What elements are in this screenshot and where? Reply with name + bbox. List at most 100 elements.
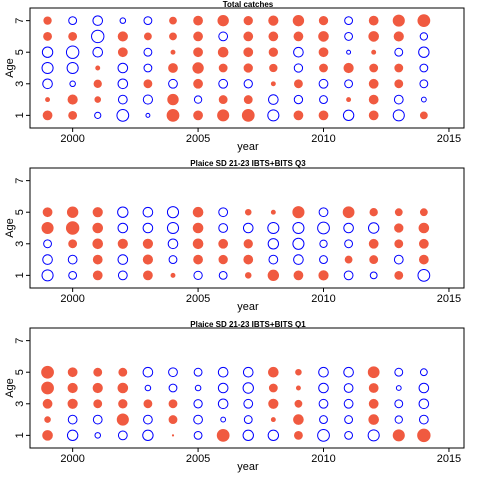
negative-residual-bubble	[166, 206, 180, 219]
negative-residual-bubble	[142, 94, 154, 105]
positive-residual-bubble	[294, 399, 303, 408]
negative-residual-bubble	[193, 430, 203, 440]
positive-residual-bubble	[318, 270, 329, 281]
positive-residual-bubble	[394, 239, 404, 249]
positive-residual-bubble	[419, 208, 428, 217]
positive-residual-bubble	[368, 78, 379, 89]
negative-residual-bubble	[116, 108, 130, 122]
panel-title: Plaice SD 21-23 IBTS+BITS Q1	[190, 320, 306, 329]
positive-residual-bubble	[295, 368, 302, 376]
positive-residual-bubble	[193, 47, 203, 58]
positive-residual-bubble	[392, 429, 405, 442]
negative-residual-bubble	[293, 63, 304, 73]
negative-residual-bubble	[344, 430, 354, 440]
negative-residual-bubble	[419, 63, 429, 73]
positive-residual-bubble	[92, 207, 103, 218]
positive-residual-bubble	[270, 417, 276, 423]
positive-residual-bubble	[368, 383, 379, 393]
positive-residual-bubble	[92, 254, 103, 265]
positive-residual-bubble	[293, 31, 304, 42]
negative-residual-bubble	[319, 95, 328, 104]
negative-residual-bubble	[193, 399, 203, 409]
y-tick-label: 5	[14, 49, 26, 55]
negative-residual-bubble	[419, 368, 428, 377]
positive-residual-bubble	[192, 222, 204, 234]
positive-residual-bubble	[66, 206, 79, 218]
positive-residual-bubble	[95, 65, 101, 71]
negative-residual-bubble	[367, 222, 380, 234]
negative-residual-bubble	[218, 31, 229, 42]
panel-ibts-bits-q3: Plaice SD 21-23 IBTS+BITS Q3 year Age 20…	[4, 159, 465, 313]
negative-residual-bubble	[91, 29, 105, 44]
positive-residual-bubble	[193, 15, 203, 26]
negative-residual-bubble	[319, 415, 328, 424]
negative-residual-bubble	[242, 382, 254, 394]
positive-residual-bubble	[394, 208, 403, 217]
negative-residual-bubble	[143, 47, 153, 57]
positive-residual-bubble	[117, 47, 128, 58]
positive-residual-bubble	[394, 79, 404, 89]
negative-residual-bubble	[393, 254, 404, 265]
x-tick-label: 2015	[437, 133, 461, 145]
negative-residual-bubble	[68, 16, 78, 26]
positive-residual-bubble	[369, 63, 379, 73]
negative-residual-bubble	[267, 238, 280, 250]
negative-residual-bubble	[343, 383, 354, 393]
positive-residual-bubble	[418, 238, 429, 249]
plot-frame	[29, 167, 465, 289]
positive-residual-bubble	[143, 399, 153, 409]
negative-residual-bubble	[292, 237, 305, 250]
positive-residual-bubble	[68, 32, 78, 41]
positive-residual-bubble	[118, 399, 128, 409]
negative-residual-bubble	[267, 429, 280, 442]
negative-residual-bubble	[142, 366, 154, 378]
positive-residual-bubble	[218, 254, 228, 265]
negative-residual-bubble	[394, 367, 404, 377]
negative-residual-bubble	[319, 255, 328, 264]
positive-residual-bubble	[319, 63, 328, 73]
negative-residual-bubble	[343, 366, 354, 378]
positive-residual-bubble	[417, 14, 431, 28]
positive-residual-bubble	[42, 398, 53, 409]
positive-residual-bubble	[294, 79, 303, 89]
negative-residual-bubble	[166, 221, 180, 235]
negative-residual-bubble	[145, 112, 151, 118]
negative-residual-bubble	[41, 269, 54, 282]
positive-residual-bubble	[368, 15, 379, 26]
positive-residual-bubble	[41, 381, 54, 395]
positive-residual-bubble	[268, 15, 279, 26]
negative-residual-bubble	[344, 16, 354, 26]
positive-residual-bubble	[93, 367, 103, 377]
panel-total-catches: Total catches year Age 2000 2005 2010 2015 1…	[4, 0, 465, 153]
positive-residual-bubble	[192, 238, 204, 250]
y-tick-label: 1	[14, 432, 26, 438]
positive-residual-bubble	[45, 97, 51, 103]
negative-residual-bubble	[117, 254, 129, 265]
negative-residual-bubble	[317, 221, 330, 235]
positive-residual-bubble	[292, 14, 305, 27]
positive-residual-bubble	[44, 416, 51, 423]
negative-residual-bubble	[420, 96, 427, 103]
positive-residual-bubble	[243, 95, 253, 104]
positive-residual-bubble	[218, 63, 228, 73]
negative-residual-bubble	[94, 111, 102, 119]
negative-residual-bubble	[168, 255, 178, 264]
negative-residual-bubble	[193, 270, 203, 281]
positive-residual-bubble	[294, 430, 303, 440]
negative-residual-bubble	[344, 239, 354, 249]
negative-residual-bubble	[242, 366, 254, 378]
positive-residual-bubble	[269, 63, 278, 73]
negative-residual-bubble	[168, 367, 178, 378]
positive-residual-bubble	[217, 46, 229, 58]
positive-residual-bubble	[243, 31, 254, 42]
negative-residual-bubble	[92, 15, 104, 26]
positive-residual-bubble	[168, 399, 178, 409]
x-axis-label: year	[237, 141, 259, 153]
negative-residual-bubble	[218, 223, 229, 233]
negative-residual-bubble	[268, 254, 279, 265]
x-tick-label: 2000	[60, 293, 84, 305]
positive-residual-bubble	[268, 383, 278, 393]
positive-residual-bubble	[267, 269, 280, 282]
positive-residual-bubble	[193, 254, 203, 265]
negative-residual-bubble	[42, 254, 53, 265]
